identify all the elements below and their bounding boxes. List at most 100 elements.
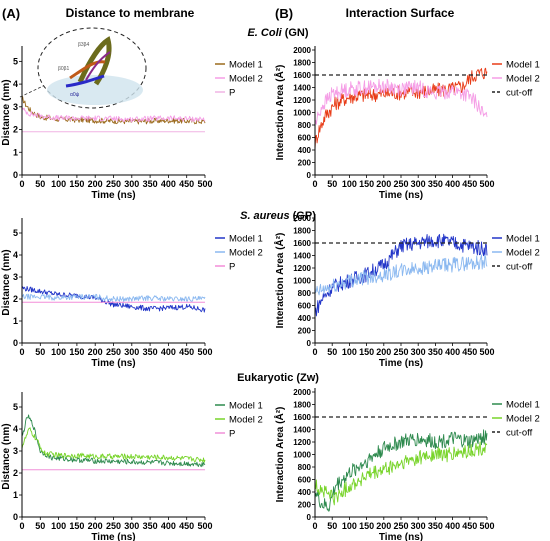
x-tick-label: 400 xyxy=(445,347,460,357)
legend-label: Model 1 xyxy=(229,60,263,71)
x-tick-label: 350 xyxy=(143,179,158,189)
x-axis-label: Time (ns) xyxy=(91,190,135,201)
series-line-model-1 xyxy=(314,67,488,150)
panel-a-title: Distance to membrane xyxy=(66,6,195,20)
legend-label: Model 2 xyxy=(229,415,263,426)
x-tick-label: 450 xyxy=(462,179,477,189)
x-axis-label: Time (ns) xyxy=(379,532,423,541)
x-tick-label: 50 xyxy=(327,347,337,357)
y-tick-label: 1600 xyxy=(293,71,311,80)
x-tick-label: 0 xyxy=(19,521,24,531)
y-tick-label: 1600 xyxy=(293,239,311,248)
y-tick-label: 1200 xyxy=(293,264,311,273)
y-tick-label: 4 xyxy=(13,250,18,260)
y-axis-label: Interaction Area (Å²) xyxy=(273,407,286,503)
x-tick-label: 500 xyxy=(479,179,494,189)
y-tick-label: 800 xyxy=(298,289,312,298)
x-tick-label: 500 xyxy=(197,347,212,357)
x-tick-label: 0 xyxy=(19,347,24,357)
x-tick-label: 350 xyxy=(143,347,158,357)
y-tick-label: 2 xyxy=(13,294,18,304)
y-tick-label: 4 xyxy=(13,424,18,434)
y-tick-label: 400 xyxy=(298,314,312,323)
y-tick-label: 200 xyxy=(298,501,312,510)
y-axis-label: Interaction Area (Å²) xyxy=(273,233,286,329)
legend-label: Model 2 xyxy=(506,414,540,425)
x-tick-label: 350 xyxy=(428,179,443,189)
inset-label-b01: β0β1 xyxy=(58,66,70,72)
x-tick-label: 300 xyxy=(411,347,426,357)
y-tick-label: 600 xyxy=(298,134,312,143)
y-tick-label: 1800 xyxy=(293,401,311,410)
y-tick-label: 2000 xyxy=(293,46,311,55)
y-tick-label: 3 xyxy=(13,272,18,282)
legend-label: Model 1 xyxy=(506,234,540,245)
x-tick-label: 250 xyxy=(106,179,121,189)
inset-label-b34: β3β4 xyxy=(78,42,90,48)
x-tick-label: 200 xyxy=(88,521,103,531)
y-tick-label: 4 xyxy=(13,79,18,89)
x-tick-label: 450 xyxy=(179,179,194,189)
row-ecoli-organism: E. Coli xyxy=(247,27,282,39)
x-tick-label: 450 xyxy=(462,347,477,357)
x-tick-label: 500 xyxy=(197,179,212,189)
legend-label: cut-off xyxy=(506,428,533,439)
legend-label: Model 1 xyxy=(506,400,540,411)
y-tick-label: 5 xyxy=(13,228,18,238)
series-line-model-2 xyxy=(314,78,488,127)
row-euk-title: Eukaryotic (Zw) xyxy=(237,372,319,384)
x-tick-label: 100 xyxy=(342,179,357,189)
x-tick-label: 400 xyxy=(445,521,460,531)
x-tick-label: 450 xyxy=(179,521,194,531)
x-tick-label: 0 xyxy=(312,347,317,357)
row-saureus-type: (GP) xyxy=(293,210,317,222)
series-line-model-2 xyxy=(21,427,206,463)
x-tick-label: 50 xyxy=(327,521,337,531)
y-tick-label: 2000 xyxy=(293,214,311,223)
y-tick-label: 400 xyxy=(298,146,312,155)
legend-label: P xyxy=(229,262,235,273)
x-tick-label: 50 xyxy=(35,347,45,357)
x-tick-label: 400 xyxy=(161,347,176,357)
x-tick-label: 400 xyxy=(445,179,460,189)
y-tick-label: 200 xyxy=(298,159,312,168)
series-line-model-2 xyxy=(21,293,206,303)
y-tick-label: 1800 xyxy=(293,227,311,236)
x-tick-label: 150 xyxy=(359,521,374,531)
legend-label: cut-off xyxy=(506,262,533,273)
row-saureus-organism: S. aureus xyxy=(240,210,290,222)
legend-label: Model 2 xyxy=(229,248,263,259)
inset-membrane xyxy=(47,75,143,105)
y-tick-label: 1 xyxy=(13,490,18,500)
legend-label: Model 2 xyxy=(506,74,540,85)
x-axis-label: Time (ns) xyxy=(91,532,135,541)
chart-ecoli-distance: 0 50 100 150 200 250 300 350 400 450 500 0 1 2 3 4 5 Time… xyxy=(1,46,263,201)
x-tick-label: 500 xyxy=(479,521,494,531)
x-axis-label: Time (ns) xyxy=(379,358,423,369)
x-tick-label: 500 xyxy=(197,521,212,531)
row-saureus-title: S. aureus (GP) xyxy=(240,210,316,222)
inset-label-a0: α0ψ xyxy=(70,92,80,98)
y-tick-label: 1200 xyxy=(293,438,311,447)
y-tick-label: 0 xyxy=(13,338,18,348)
x-tick-label: 250 xyxy=(393,521,408,531)
series-line-model-2 xyxy=(314,441,488,506)
y-tick-label: 0 xyxy=(307,513,312,522)
series-line-model-1 xyxy=(21,286,206,313)
y-tick-label: 3 xyxy=(13,102,18,112)
y-axis-label: Distance (nm) xyxy=(1,249,12,315)
y-axis-label: Distance (nm) xyxy=(1,79,12,145)
y-tick-label: 5 xyxy=(13,56,18,66)
y-tick-label: 1000 xyxy=(293,451,311,460)
y-tick-label: 800 xyxy=(298,463,312,472)
x-tick-label: 250 xyxy=(106,347,121,357)
y-tick-label: 2 xyxy=(13,468,18,478)
x-tick-label: 500 xyxy=(479,347,494,357)
y-tick-label: 1000 xyxy=(293,109,311,118)
x-tick-label: 0 xyxy=(312,179,317,189)
x-tick-label: 150 xyxy=(69,179,84,189)
legend-label: Model 2 xyxy=(229,74,263,85)
y-tick-label: 1600 xyxy=(293,413,311,422)
x-axis-label: Time (ns) xyxy=(91,358,135,369)
